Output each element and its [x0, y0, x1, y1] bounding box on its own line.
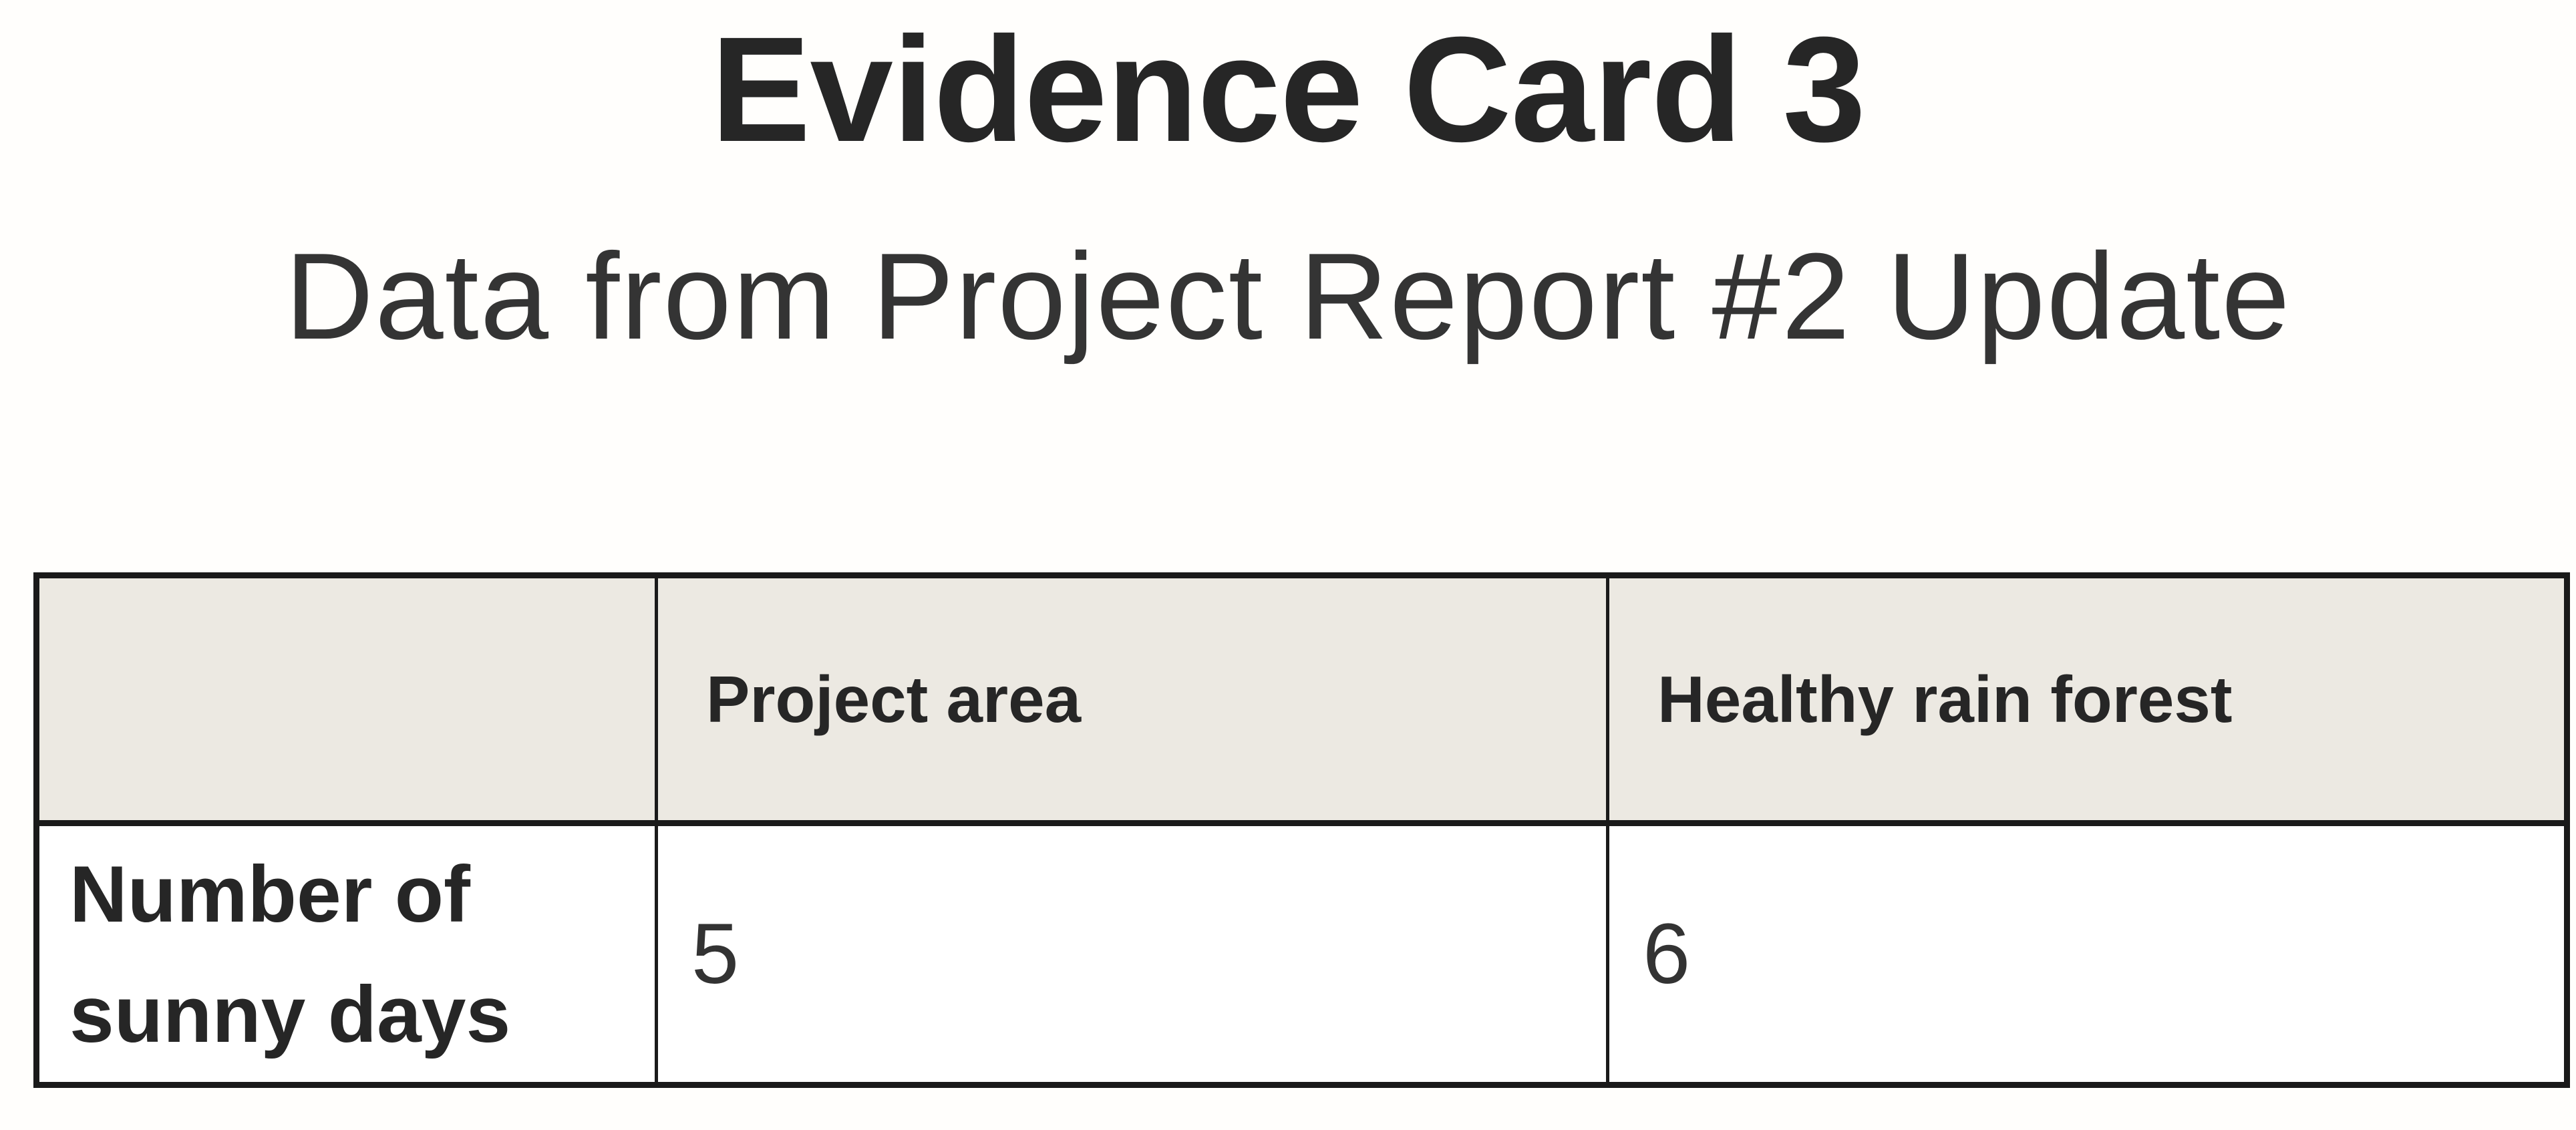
table-row: Number of sunny days 5 6 [35, 821, 2569, 1087]
data-table: Project area Healthy rain forest Number … [33, 572, 2570, 1088]
card-subtitle: Data from Project Report #2 Update [285, 227, 2291, 365]
cell-healthy-rain-forest-sunny-days: 6 [1606, 821, 2569, 1087]
row-label-number-of-sunny-days: Number of sunny days [35, 821, 658, 1087]
column-header-healthy-rain-forest: Healthy rain forest [1606, 574, 2569, 826]
cell-project-area-sunny-days: 5 [655, 821, 1609, 1087]
corner-cell [35, 574, 658, 826]
table-header-row: Project area Healthy rain forest [35, 574, 2569, 826]
card-title: Evidence Card 3 [711, 6, 1866, 173]
column-header-project-area: Project area [655, 574, 1609, 826]
